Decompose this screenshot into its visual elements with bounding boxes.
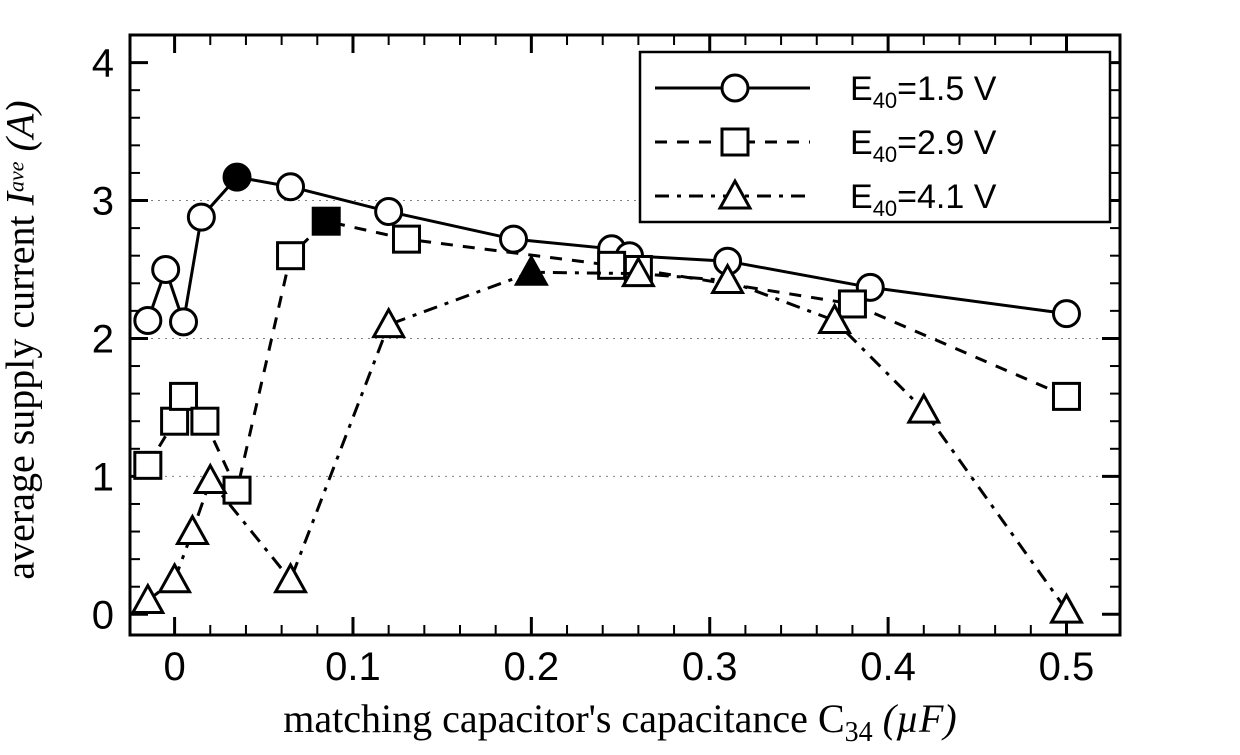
y-axis-label: average supply current Iave (A) <box>0 100 44 579</box>
legend-entry: E40=2.9 V <box>850 124 997 167</box>
legend-entry: E40=1.5 V <box>850 70 997 113</box>
x-tick-label: 0 <box>163 645 185 689</box>
x-tick-label: 0.5 <box>1039 645 1095 689</box>
x-tick-label: 0.4 <box>860 645 916 689</box>
series-e41 <box>148 272 1067 610</box>
y-tick-label: 1 <box>92 455 114 499</box>
x-tick-label: 0.3 <box>682 645 738 689</box>
legend-entry: E40=4.1 V <box>850 178 997 221</box>
y-tick-label: 3 <box>92 180 114 224</box>
y-tick-label: 4 <box>92 42 114 86</box>
y-tick-label: 0 <box>92 593 114 637</box>
x-tick-label: 0.2 <box>504 645 560 689</box>
x-tick-label: 0.1 <box>325 645 381 689</box>
x-axis-label: matching capacitor's capacitance C34 (µF… <box>0 695 1240 749</box>
y-tick-label: 2 <box>92 317 114 361</box>
chart-plot: 0 0.1 0.2 0.3 0.4 0.5 0 1 2 3 4 E40=1.5 V E40=2.9 V E… <box>0 0 1240 755</box>
